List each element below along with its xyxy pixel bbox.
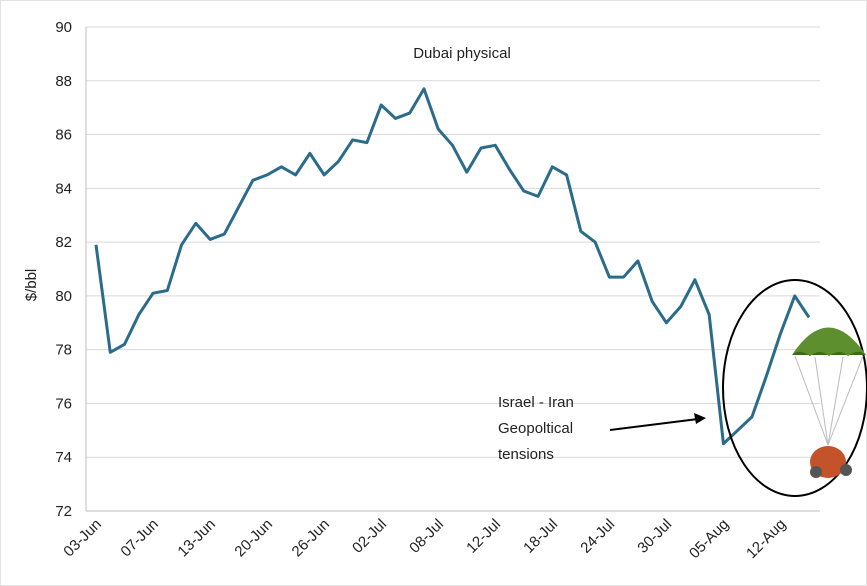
arrow	[609, 418, 699, 431]
y-tick-label: 84	[55, 180, 72, 197]
y-tick-label: 72	[55, 503, 72, 520]
y-tick-label: 74	[55, 449, 72, 466]
data-line	[94, 87, 811, 446]
y-tick-label: 76	[55, 395, 72, 412]
y-tick-label: 88	[55, 73, 72, 90]
annotation-line: Geopoltical	[498, 420, 573, 437]
y-tick-label: 86	[55, 127, 72, 144]
y-tick-label: 80	[55, 288, 72, 305]
chart-title: Dubai physical	[413, 45, 511, 62]
annotation-line: Israel - Iran	[498, 394, 574, 411]
arrow-head	[694, 413, 706, 424]
y-axis-label: $/bbl	[23, 269, 40, 302]
parachute-icon	[792, 327, 866, 478]
y-tick-label: 82	[55, 234, 72, 251]
annotation: Israel - Iran Geopoltical tensions	[498, 394, 574, 463]
y-tick-label: 90	[55, 19, 72, 36]
y-tick-label: 78	[55, 342, 72, 359]
annotation-line: tensions	[498, 446, 554, 463]
highlight-ellipse	[722, 279, 867, 497]
